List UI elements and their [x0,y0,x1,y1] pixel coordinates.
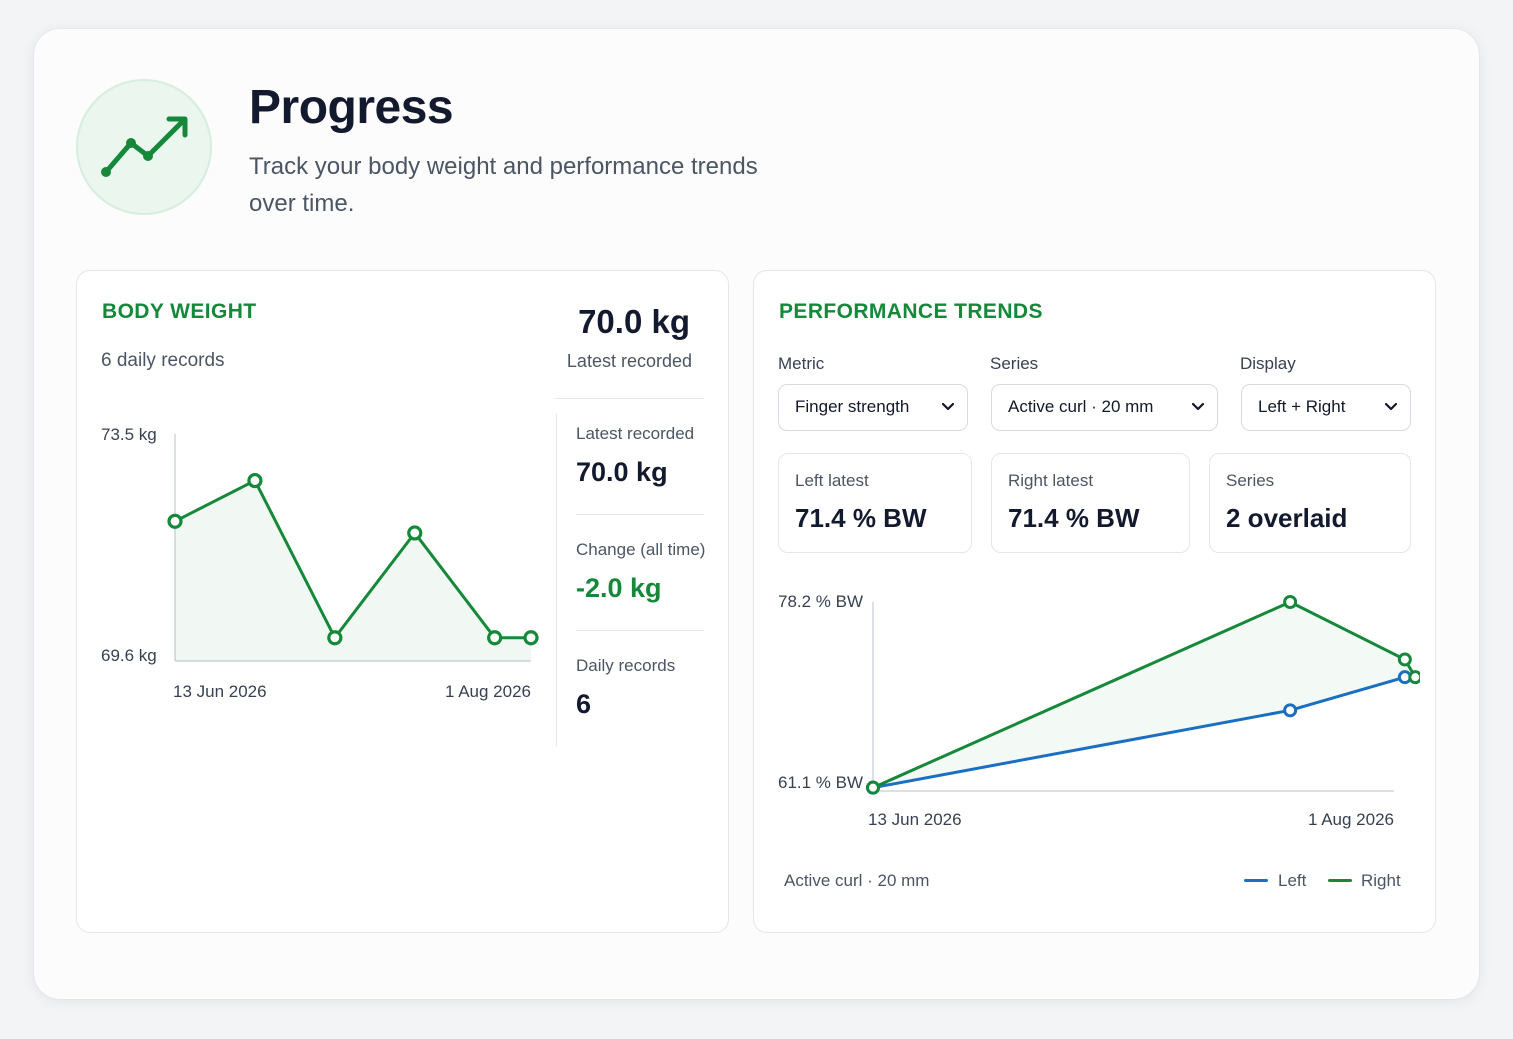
x-tick-label: 1 Aug 2026 [445,682,531,701]
divider [576,630,704,631]
right-series-point [1397,652,1412,667]
stat-value: 71.4 % BW [1008,503,1140,533]
weight-point [407,525,423,541]
series-label: Series [990,354,1039,373]
right-series-line [872,600,1417,790]
chevron-down-icon [1191,402,1205,411]
weight-point [523,630,539,646]
legend-swatch-left [1244,879,1268,882]
right-series-point [1283,595,1298,609]
series-count-card: Series 2 overlaid [1209,453,1411,553]
performance-chart: 78.2 % BW 61.1 % BW 13 Jun 2026 1 Aug 2026 [778,592,1420,829]
legend-swatch-right [1328,879,1352,882]
x-tick-label: 1 Aug 2026 [1308,810,1394,829]
y-tick-label: 69.6 kg [101,646,157,665]
x-tick-label: 13 Jun 2026 [868,810,962,829]
body-weight-chart: 73.5 kg 69.6 kg 13 Jun 2026 1 Aug 2026 [101,425,539,701]
series-band [873,602,1416,788]
trend-up-icon [76,79,212,215]
metric-select[interactable]: Finger strength [778,384,968,431]
display-label: Display [1240,354,1296,373]
latest-weight-value: 70.0 kg [578,303,690,340]
stat-value: 70.0 kg [576,457,668,487]
y-tick-label: 61.1 % BW [778,773,863,792]
x-tick-label: 13 Jun 2026 [173,682,267,701]
performance-title: PERFORMANCE TRENDS [779,300,1043,323]
legend-right[interactable]: Right [1361,871,1401,890]
right-latest-card: Right latest 71.4 % BW [991,453,1190,553]
weight-area [175,480,531,661]
stat-value: 6 [576,689,592,719]
weight-point [167,513,183,529]
chevron-down-icon [1384,402,1398,411]
stat-value: 2 overlaid [1226,503,1348,533]
metric-label: Metric [778,354,825,373]
series-caption: Active curl · 20 mm [784,871,930,890]
latest-weight-label: Latest recorded [566,351,692,371]
divider [576,514,704,515]
divider [556,414,557,746]
display-select[interactable]: Left + Right [1241,384,1411,431]
weight-point [327,630,343,646]
left-latest-card: Left latest 71.4 % BW [778,453,972,553]
change-value: -2.0 kg [576,573,662,603]
stat-label: Daily records [576,656,676,675]
y-tick-label: 73.5 kg [101,425,157,444]
body-weight-panel [76,270,729,933]
series-select-value: Active curl · 20 mm [1008,397,1154,416]
metric-select-value: Finger strength [795,397,910,416]
chevron-down-icon [941,402,955,411]
records-caption: 6 daily records [101,350,225,371]
y-tick-label: 78.2 % BW [778,592,863,611]
page-subtitle: Track your body weight and performance t… [249,153,758,217]
stat-label: Left latest [795,471,869,490]
stat-value: 71.4 % BW [795,503,927,533]
weight-point [487,630,503,646]
weight-point [247,472,263,489]
legend-left[interactable]: Left [1278,871,1307,890]
stat-label: Latest recorded [576,424,695,443]
right-series-point [866,780,880,795]
body-weight-title: BODY WEIGHT [102,300,257,323]
divider [556,398,704,399]
display-select-value: Left + Right [1258,397,1346,416]
right-series-point [1408,670,1420,685]
stat-label: Change (all time) [576,540,706,559]
left-series-point [1283,703,1298,718]
performance-panel [753,270,1436,933]
stat-label: Right latest [1008,471,1094,490]
series-select[interactable]: Active curl · 20 mm [991,384,1218,431]
page-title: Progress [249,81,454,134]
stat-label: Series [1226,471,1275,490]
